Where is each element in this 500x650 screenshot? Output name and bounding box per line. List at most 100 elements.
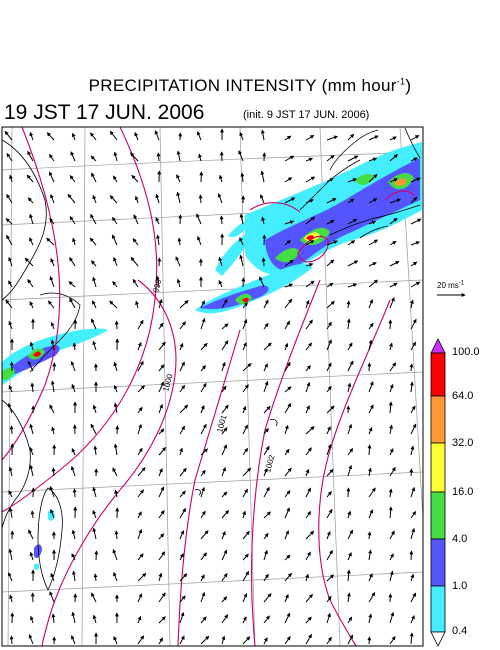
wind-vector-372 [263, 511, 271, 519]
wind-vector-27 [156, 152, 161, 162]
wind-vector-495 [326, 636, 332, 645]
wind-vector-338 [389, 466, 396, 477]
wind-vector-410 [221, 549, 228, 561]
wind-vector-310 [221, 444, 227, 456]
colorbar-label-16: 16.0 [452, 486, 474, 498]
wind-vector-234 [305, 365, 311, 372]
wind-vector-75 [326, 197, 337, 204]
wind-vector-167 [158, 298, 163, 309]
wind-vector-492 [263, 637, 268, 645]
wind-vector-359 [410, 486, 416, 498]
wind-vector-270 [221, 404, 229, 414]
wind-vector-273 [284, 403, 292, 414]
wind-vector-202 [50, 339, 55, 351]
wind-vector-314 [305, 447, 312, 456]
wind-vector-317 [367, 444, 372, 456]
colorbar-underflow-triangle [430, 631, 446, 647]
wind-vector-247 [158, 381, 164, 393]
wind-vector-62 [50, 193, 55, 204]
wind-vector-210 [221, 340, 229, 351]
wind-vector-272 [263, 405, 271, 414]
wind-vector-152 [259, 276, 265, 288]
wind-vector-180 [8, 320, 13, 330]
wind-vector-290 [221, 427, 228, 435]
wind-vector-189 [200, 317, 206, 330]
wind-vector-277 [368, 404, 374, 414]
wind-vector-325 [112, 467, 118, 477]
wind-vector-303 [71, 447, 76, 456]
wind-vector-109 [197, 235, 202, 246]
wind-vector-117 [368, 239, 379, 246]
wind-vector-467 [158, 616, 166, 624]
wind-vector-266 [137, 406, 143, 414]
wind-vector-84 [90, 213, 97, 225]
wind-vector-350 [221, 491, 228, 498]
wind-vector-55 [326, 177, 334, 183]
colorbar-label-32: 32.0 [452, 437, 474, 449]
wind-vector-331 [242, 467, 252, 477]
wind-vector-399 [410, 527, 416, 540]
wind-vector-82 [49, 217, 55, 225]
wind-vector-468 [179, 611, 185, 624]
wind-vector-147 [155, 275, 160, 288]
wind-vector-374 [305, 510, 312, 519]
wind-vector-197 [368, 322, 374, 330]
wind-vector-188 [179, 321, 186, 330]
wind-vector-11 [239, 131, 244, 141]
wind-vector-299 [410, 423, 417, 435]
wind-vector-122 [50, 257, 55, 267]
wind-vector-169 [200, 300, 205, 309]
chart-title: PRECIPITATION INTENSITY (mm hour-1) [88, 76, 412, 95]
wind-vector-221 [27, 360, 34, 372]
wind-vector-240 [8, 384, 13, 393]
wind-vector-92 [261, 216, 266, 225]
wind-vector-452 [263, 593, 272, 603]
wind-vector-155 [326, 282, 334, 288]
wind-vector-214 [305, 342, 313, 351]
wind-vector-265 [113, 402, 118, 414]
wind-vector-249 [200, 382, 207, 393]
wind-vector-343 [72, 488, 77, 498]
wind-vector-378 [388, 506, 393, 519]
wind-vector-15 [326, 135, 339, 141]
wind-vector-128 [175, 256, 181, 267]
wind-vector-313 [284, 448, 290, 456]
isobar-contours [2, 127, 415, 646]
colorbar [430, 338, 446, 647]
wind-vector-276 [346, 405, 351, 414]
wind-vector-381 [28, 529, 34, 540]
wind-vector-353 [284, 490, 291, 498]
wind-vector-121 [24, 257, 34, 267]
wind-vector-174 [305, 299, 310, 309]
wind-vector-156 [347, 283, 358, 288]
wind-vector-432 [263, 573, 269, 582]
wind-vector-142 [49, 275, 55, 288]
wind-vector-433 [284, 572, 292, 582]
wind-vector-168 [179, 300, 189, 309]
wind-vector-90 [219, 215, 224, 225]
wind-vector-123 [69, 257, 76, 267]
wind-vector-100 [6, 234, 13, 246]
wind-vector-418 [389, 553, 394, 561]
wind-vector-411 [242, 553, 249, 561]
wind-vector-462 [51, 613, 56, 624]
wind-vector-435 [326, 574, 334, 582]
wind-vector-0 [4, 130, 13, 141]
wind-vector-104 [89, 237, 97, 246]
wind-vector-408 [179, 553, 184, 561]
wind-vector-154 [305, 280, 315, 288]
wind-vector-451 [242, 593, 248, 603]
colorbar-bin-64-100 [430, 352, 446, 397]
wind-vector-164 [92, 300, 97, 309]
wind-vector-215 [326, 339, 332, 351]
wind-vector-195 [326, 321, 332, 330]
wind-vector-307 [158, 446, 167, 456]
wind-vector-420 [8, 572, 13, 582]
wind-vector-415 [326, 549, 333, 561]
wind-vector-23 [70, 151, 76, 162]
wind-vector-397 [367, 531, 372, 540]
wind-vector-40 [9, 174, 13, 183]
wind-vector-330 [221, 466, 226, 477]
wind-vector-246 [137, 385, 145, 393]
wind-vector-315 [326, 443, 332, 456]
